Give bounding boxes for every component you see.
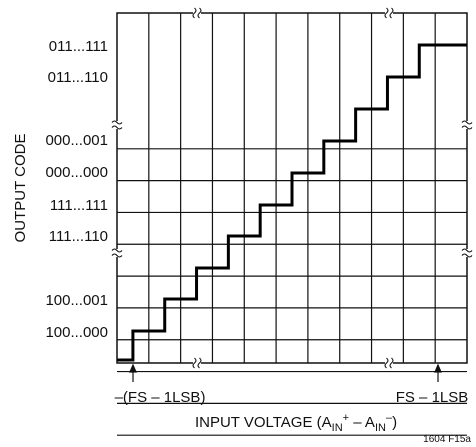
right-marker-arrow-icon bbox=[434, 363, 442, 373]
axis-break-symbol bbox=[461, 248, 473, 258]
axis-break-symbol bbox=[192, 357, 202, 369]
axis-break-symbol bbox=[461, 120, 473, 130]
axis-break-symbol bbox=[111, 248, 123, 258]
code-label-100-001: 100...001 bbox=[45, 292, 108, 309]
x-axis-title: INPUT VOLTAGE (AIN+ – AIN–) bbox=[195, 412, 397, 434]
x-axis-markers bbox=[129, 363, 442, 382]
plot-grid bbox=[117, 13, 467, 436]
y-axis-title: OUTPUT CODE bbox=[12, 134, 29, 243]
adc-transfer-staircase bbox=[117, 43, 467, 362]
code-label-000-001: 000...001 bbox=[45, 132, 108, 149]
axis-break-symbol bbox=[111, 120, 123, 130]
right-marker-label: FS – 1LSB bbox=[396, 389, 469, 406]
code-label-100-000: 100...000 bbox=[45, 324, 108, 341]
code-label-111-110: 111...110 bbox=[49, 228, 108, 245]
left-marker-arrow-icon bbox=[129, 363, 137, 373]
plot-frame bbox=[116, 12, 468, 364]
code-label-011-110: 011...110 bbox=[48, 69, 108, 86]
left-marker-label: –(FS – 1LSB) bbox=[115, 389, 206, 406]
figure-id: 1604 F15a bbox=[423, 434, 471, 445]
axis-break-symbol bbox=[384, 7, 394, 19]
axis-breaks bbox=[111, 7, 473, 369]
axis-break-symbol bbox=[384, 357, 394, 369]
axis-break-symbol bbox=[192, 7, 202, 19]
y-axis-code-labels: 011...111 011...110 000...001 000...000 … bbox=[45, 38, 108, 341]
code-label-000-000: 000...000 bbox=[45, 164, 108, 181]
code-label-111-111: 111...111 bbox=[50, 197, 108, 214]
code-label-011-111: 011...111 bbox=[49, 38, 108, 55]
